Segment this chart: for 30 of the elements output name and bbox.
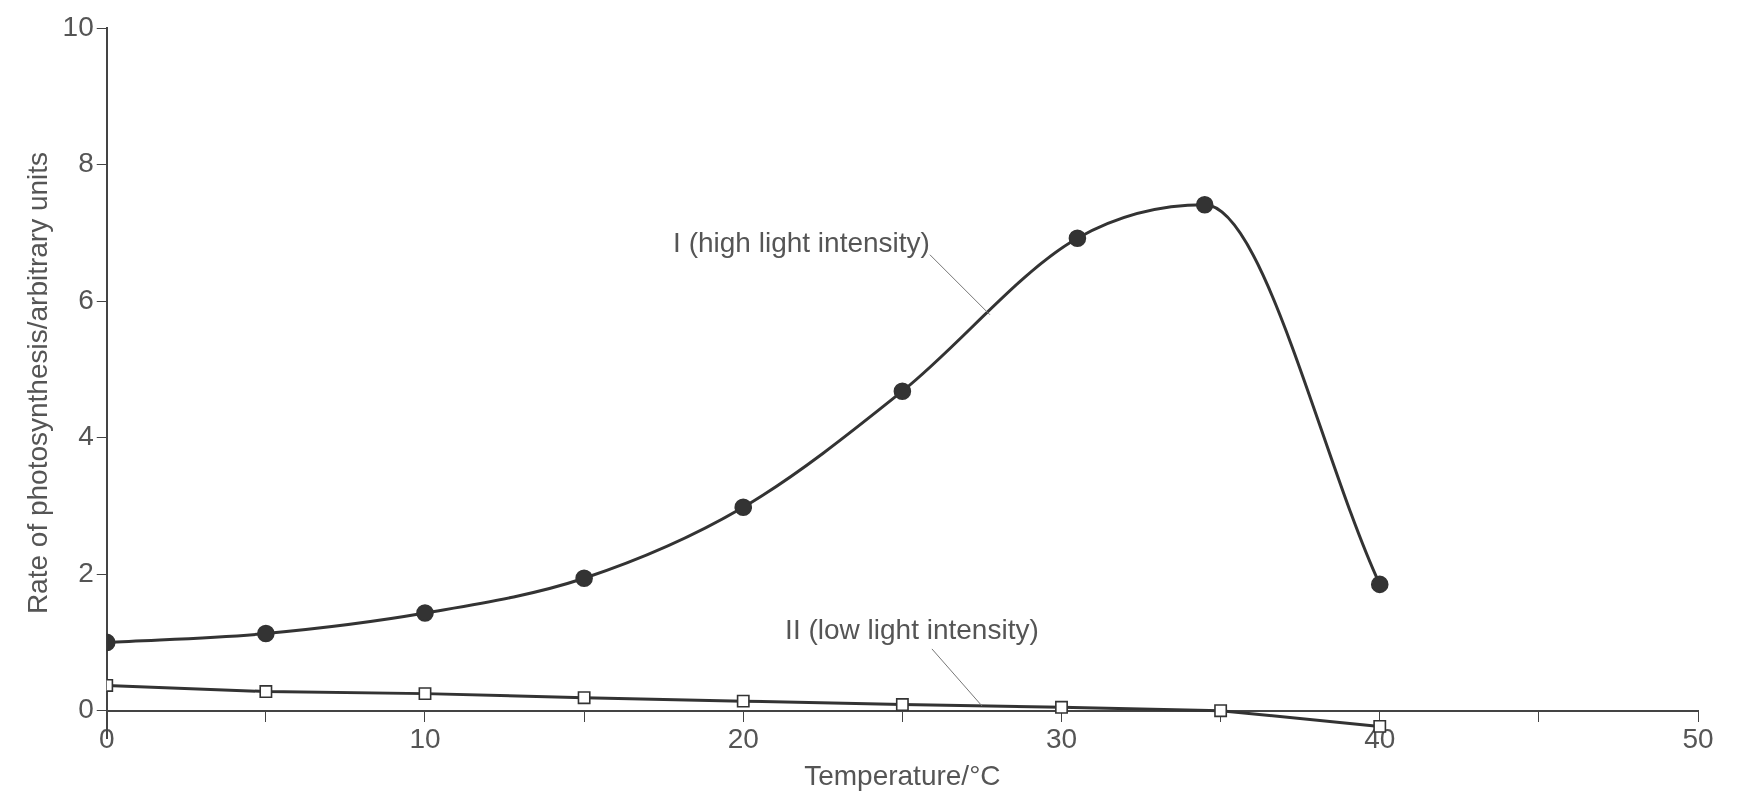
y-axis-title: Rate of photosynthesis/arbitrary units — [21, 151, 53, 615]
point — [734, 498, 753, 517]
text: II (low light intensity) — [785, 613, 1039, 645]
point — [259, 685, 273, 699]
x-axis-title: Temperature/°C — [804, 759, 1001, 791]
point — [1370, 575, 1389, 594]
x-tick-label: 10 — [409, 723, 441, 755]
point — [416, 604, 434, 622]
y-tick-label: 8 — [78, 147, 94, 179]
y-tick-label: 4 — [78, 420, 94, 452]
y-tick-label: 0 — [78, 693, 94, 725]
point — [736, 694, 750, 708]
y-tick-label: 6 — [78, 283, 94, 315]
y-tick-label: 10 — [62, 10, 94, 42]
x-tick-label: 0 — [98, 723, 115, 755]
x-tick-label: 30 — [1045, 723, 1078, 755]
point — [1195, 196, 1214, 214]
x-tick-label: 50 — [1682, 723, 1714, 755]
point — [577, 691, 591, 705]
point — [1214, 704, 1228, 718]
x-tick-label: 20 — [727, 723, 759, 755]
point — [1055, 700, 1068, 714]
point — [257, 624, 275, 643]
point — [418, 687, 432, 701]
text: I (high light intensity) — [673, 227, 930, 259]
point — [1068, 229, 1087, 248]
point — [893, 382, 912, 400]
point — [895, 698, 909, 712]
point — [575, 569, 593, 588]
y-tick-label: 2 — [78, 556, 94, 588]
